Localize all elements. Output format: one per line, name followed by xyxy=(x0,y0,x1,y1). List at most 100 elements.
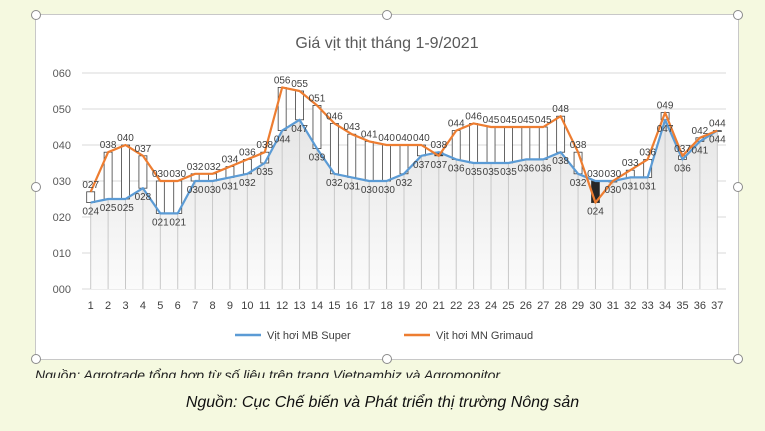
data-label: 030 xyxy=(187,185,204,196)
data-label: 039 xyxy=(309,153,326,164)
data-label: 045 xyxy=(535,115,552,126)
data-label: 030 xyxy=(378,185,395,196)
x-tick-label: 20 xyxy=(415,300,427,312)
x-tick-label: 37 xyxy=(711,300,723,312)
x-tick-label: 26 xyxy=(520,300,532,312)
x-tick-labels: 1 2 3 4 5 6 7 8 9 10 11 12 13 14 15 16 17 18 19 20 21 22 23 24 2… xyxy=(88,300,724,312)
x-tick-label: 33 xyxy=(642,300,654,312)
x-tick-label: 15 xyxy=(328,300,340,312)
up-down-bar xyxy=(329,123,339,175)
x-tick-label: 23 xyxy=(467,300,479,312)
data-label: 032 xyxy=(570,178,587,189)
data-label: 036 xyxy=(535,163,552,174)
data-label: 038 xyxy=(552,156,569,167)
data-label: 037 xyxy=(674,144,691,155)
data-label: 043 xyxy=(343,122,360,133)
y-tick-label: 020 xyxy=(53,212,71,224)
data-label: 037 xyxy=(413,160,430,171)
up-down-bar xyxy=(382,144,391,182)
data-label: 032 xyxy=(187,162,204,173)
x-tick-label: 17 xyxy=(363,300,375,312)
data-label: 044 xyxy=(448,119,465,130)
data-label: 033 xyxy=(622,158,639,169)
up-down-bars xyxy=(86,87,722,214)
y-tick-label: 060 xyxy=(53,68,71,80)
data-label: 021 xyxy=(169,217,186,228)
data-label: 031 xyxy=(222,181,239,192)
resize-handle-top-left[interactable] xyxy=(31,10,41,20)
data-label: 030 xyxy=(152,169,169,180)
data-label: 046 xyxy=(465,111,482,122)
resize-handle-bottom-right[interactable] xyxy=(733,354,743,364)
x-tick-label: 22 xyxy=(450,300,462,312)
data-label: 047 xyxy=(291,124,308,135)
x-tick-label: 30 xyxy=(589,300,601,312)
data-label: 035 xyxy=(483,167,500,178)
x-tick-label: 13 xyxy=(293,300,305,312)
resize-handle-top-center[interactable] xyxy=(382,10,392,20)
chart-frame[interactable]: Giá vịt thịt tháng 1-9/2021 000 010 020 030… xyxy=(35,14,739,360)
data-label: 038 xyxy=(100,140,117,151)
x-tick-label: 24 xyxy=(485,300,497,312)
data-label: 030 xyxy=(169,169,186,180)
data-label: 034 xyxy=(222,155,239,166)
data-label: 049 xyxy=(657,101,674,112)
x-tick-label: 10 xyxy=(241,300,253,312)
data-label: 040 xyxy=(378,133,395,144)
x-tick-label: 19 xyxy=(398,300,410,312)
resize-handle-middle-left[interactable] xyxy=(31,182,41,192)
data-label: 051 xyxy=(309,93,326,104)
series-line-mn-grimaud xyxy=(89,86,718,204)
chart-title: Giá vịt thịt tháng 1-9/2021 xyxy=(295,35,478,52)
resize-handle-bottom-center[interactable] xyxy=(382,354,392,364)
source-caption: Nguồn: Cục Chế biến và Phát triển thị tr… xyxy=(185,394,580,411)
data-label: 040 xyxy=(117,133,134,144)
data-label: 024 xyxy=(587,207,604,218)
up-down-bar xyxy=(486,126,496,164)
x-tick-label: 14 xyxy=(311,300,323,312)
up-down-bar xyxy=(469,123,479,164)
data-label: 030 xyxy=(361,185,378,196)
data-label: 025 xyxy=(100,203,117,214)
data-label: 044 xyxy=(709,135,726,146)
data-label: 048 xyxy=(552,104,569,115)
data-label: 032 xyxy=(239,178,256,189)
x-tick-label: 4 xyxy=(140,300,146,312)
x-tick-label: 27 xyxy=(537,300,549,312)
data-labels: 0270240380250400250370280300210300210320… xyxy=(82,75,726,228)
data-label: 056 xyxy=(274,75,291,86)
y-tick-label: 010 xyxy=(53,248,71,260)
x-tick-label: 21 xyxy=(433,300,445,312)
x-tick-label: 34 xyxy=(659,300,671,312)
data-label: 035 xyxy=(500,167,517,178)
data-label: 035 xyxy=(465,167,482,178)
up-down-bar xyxy=(347,133,357,178)
data-label: 040 xyxy=(413,133,430,144)
resize-handle-top-right[interactable] xyxy=(733,10,743,20)
data-label: 037 xyxy=(430,160,447,171)
data-label: 031 xyxy=(343,181,360,192)
x-tick-label: 32 xyxy=(624,300,636,312)
resize-handle-middle-right[interactable] xyxy=(733,182,743,192)
data-label: 045 xyxy=(517,115,534,126)
data-label: 038 xyxy=(256,140,273,151)
data-label: 030 xyxy=(605,169,622,180)
data-label: 032 xyxy=(326,178,343,189)
up-down-bar xyxy=(364,141,374,182)
data-label: 027 xyxy=(82,180,99,191)
x-tick-label: 7 xyxy=(192,300,198,312)
resize-handle-bottom-left[interactable] xyxy=(31,354,41,364)
x-tick-label: 5 xyxy=(157,300,163,312)
data-label: 024 xyxy=(82,207,99,218)
x-tick-label: 18 xyxy=(380,300,392,312)
up-down-bar xyxy=(86,191,96,204)
data-label: 030 xyxy=(587,169,604,180)
data-label: 036 xyxy=(239,147,256,158)
y-tick-label: 000 xyxy=(53,284,71,296)
legend-label-mb-super: Vịt hơi MB Super xyxy=(267,330,351,342)
data-label: 045 xyxy=(483,115,500,126)
data-label: 047 xyxy=(657,124,674,135)
data-label: 028 xyxy=(135,192,152,203)
data-label: 036 xyxy=(448,163,465,174)
data-label: 041 xyxy=(361,129,378,140)
